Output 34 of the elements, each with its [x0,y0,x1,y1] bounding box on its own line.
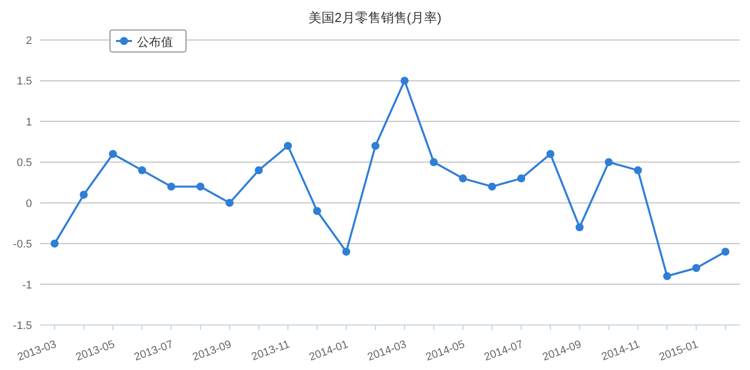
point [196,182,204,191]
y-tick-label: -0.5 [13,238,32,251]
point [342,248,350,256]
point [576,223,584,232]
y-tick-label: 2 [26,35,32,47]
chart-title: 美国2月零售销售(月率) [308,10,442,25]
point [692,264,700,272]
point [313,207,322,215]
point [50,240,59,248]
y-tick-label: 1 [26,116,32,128]
point [400,76,409,85]
point [458,174,467,182]
point [226,198,234,207]
y-tick-label: 0.5 [16,157,32,170]
point [80,190,88,199]
point [284,142,292,150]
point [371,142,380,150]
point [138,166,146,174]
point [634,166,642,174]
legend-label: 公布值 [137,35,173,49]
point [546,150,554,158]
point [721,248,730,256]
point [663,272,672,280]
point [167,182,176,191]
y-tick-label: 1.5 [16,76,32,88]
point [430,158,438,166]
point [254,166,263,174]
y-tick-label: -1 [22,279,32,292]
point [604,158,613,166]
point [488,182,496,191]
y-tick-label: -1.5 [13,320,32,332]
point [108,150,117,158]
point [517,174,526,182]
y-tick-label: 0 [26,198,32,210]
